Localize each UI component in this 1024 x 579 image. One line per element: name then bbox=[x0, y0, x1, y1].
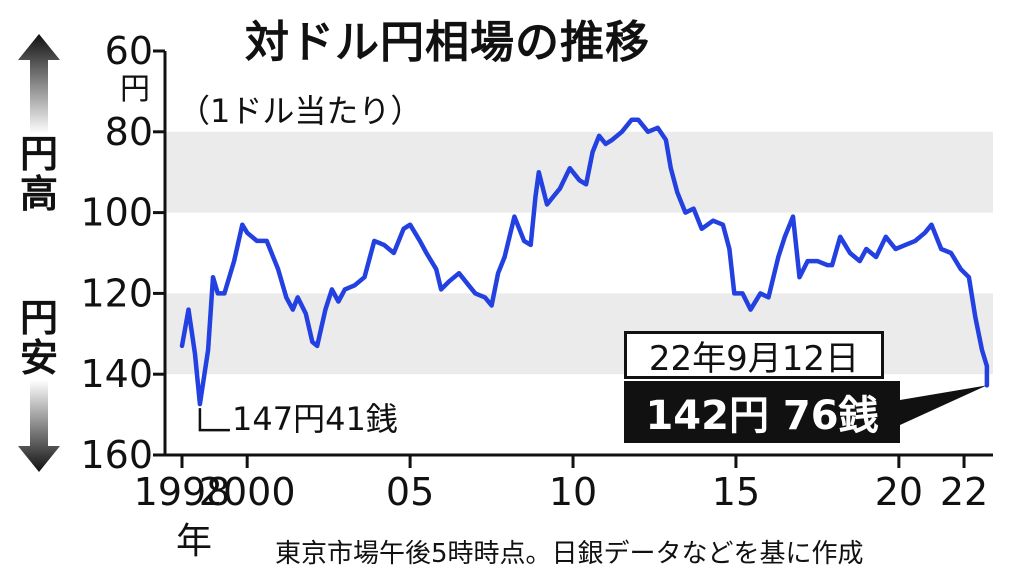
last-value-pointer bbox=[900, 385, 987, 425]
side-label-yen-low: 円安 bbox=[19, 296, 58, 380]
x-tick-label: 1998 bbox=[134, 470, 231, 514]
y-tick-label: 120 bbox=[80, 271, 153, 315]
y-tick-label: 160 bbox=[80, 433, 153, 477]
chart-title: 対ドル円相場の推移 bbox=[245, 17, 650, 68]
unit-note: （1ドル当たり） bbox=[178, 92, 423, 130]
x-tick-label: 20 bbox=[875, 470, 923, 514]
y-unit-label: 円 bbox=[120, 72, 150, 107]
x-tick-label: 10 bbox=[549, 470, 597, 514]
y-tick-label: 100 bbox=[80, 191, 153, 235]
y-tick-label: 80 bbox=[105, 110, 153, 154]
y-tick-label: 60 bbox=[105, 29, 153, 73]
side-label-yen-high: 円高 bbox=[19, 132, 58, 216]
x-tick-label: 22 bbox=[940, 470, 988, 514]
arrow-down-icon bbox=[18, 380, 60, 472]
low-point-label: 147円41銭 bbox=[232, 400, 398, 438]
axes bbox=[163, 51, 993, 457]
x-year-suffix: 年 bbox=[176, 521, 212, 562]
low-leader-line bbox=[198, 408, 230, 432]
y-tick-labels: 60 80 100 120 140 160 円 bbox=[80, 29, 165, 477]
source-note: 東京市場午後5時時点。日銀データなどを基に作成 bbox=[275, 539, 864, 569]
series-layer bbox=[179, 117, 990, 407]
y-tick-label: 140 bbox=[80, 352, 153, 396]
shaded-band bbox=[165, 131, 993, 213]
series-line bbox=[179, 117, 990, 407]
x-tick-label: 05 bbox=[386, 470, 434, 514]
x-tick-label: 15 bbox=[712, 470, 760, 514]
last-value-box: 142円 76銭 bbox=[624, 381, 900, 443]
last-date-box: 22年9月12日 bbox=[624, 331, 884, 379]
arrow-up-icon bbox=[18, 34, 60, 134]
callouts bbox=[198, 385, 987, 432]
x-tick-label: 2000 bbox=[199, 470, 296, 514]
